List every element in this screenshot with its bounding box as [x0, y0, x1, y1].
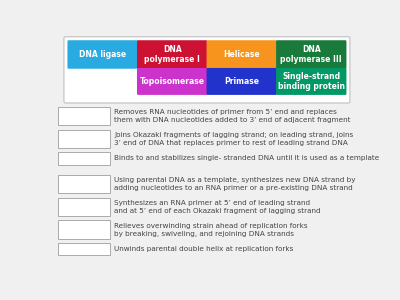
- Text: Removes RNA nucleotides of primer from 5’ end and replaces
them with DNA nucleot: Removes RNA nucleotides of primer from 5…: [114, 109, 351, 123]
- Bar: [58, 220, 110, 239]
- Text: Using parental DNA as a template, synthesizes new DNA strand by
adding nucleotid: Using parental DNA as a template, synthe…: [114, 177, 356, 191]
- FancyBboxPatch shape: [206, 68, 277, 95]
- Bar: [58, 198, 110, 216]
- Text: Helicase: Helicase: [224, 50, 260, 59]
- Text: Synthesizes an RNA primer at 5’ end of leading strand
and at 5’ end of each Okaz: Synthesizes an RNA primer at 5’ end of l…: [114, 200, 321, 214]
- Text: Primase: Primase: [224, 77, 259, 86]
- Text: DNA ligase: DNA ligase: [79, 50, 126, 59]
- Text: Binds to and stabilizes single- stranded DNA until it is used as a template: Binds to and stabilizes single- stranded…: [114, 155, 380, 161]
- Bar: [58, 130, 110, 148]
- FancyBboxPatch shape: [276, 40, 346, 69]
- FancyBboxPatch shape: [64, 37, 350, 103]
- Text: Relieves overwinding strain ahead of replication forks
by breaking, swiveling, a: Relieves overwinding strain ahead of rep…: [114, 223, 308, 236]
- Text: DNA
polymerase III: DNA polymerase III: [280, 45, 342, 64]
- FancyBboxPatch shape: [206, 40, 277, 69]
- FancyBboxPatch shape: [276, 68, 346, 95]
- Text: Unwinds parental double helix at replication forks: Unwinds parental double helix at replica…: [114, 246, 294, 252]
- Text: Topoisomerase: Topoisomerase: [140, 77, 205, 86]
- Bar: [58, 107, 110, 125]
- Bar: [58, 175, 110, 194]
- FancyBboxPatch shape: [137, 68, 207, 95]
- FancyBboxPatch shape: [68, 40, 138, 69]
- Bar: [58, 243, 110, 255]
- Text: Joins Okazaki fragments of lagging strand; on leading strand, joins
3’ end of DN: Joins Okazaki fragments of lagging stran…: [114, 132, 354, 146]
- Text: Single-strand
binding protein: Single-strand binding protein: [278, 72, 345, 91]
- Bar: [58, 152, 110, 165]
- Text: DNA
polymerase I: DNA polymerase I: [144, 45, 200, 64]
- FancyBboxPatch shape: [137, 40, 207, 69]
